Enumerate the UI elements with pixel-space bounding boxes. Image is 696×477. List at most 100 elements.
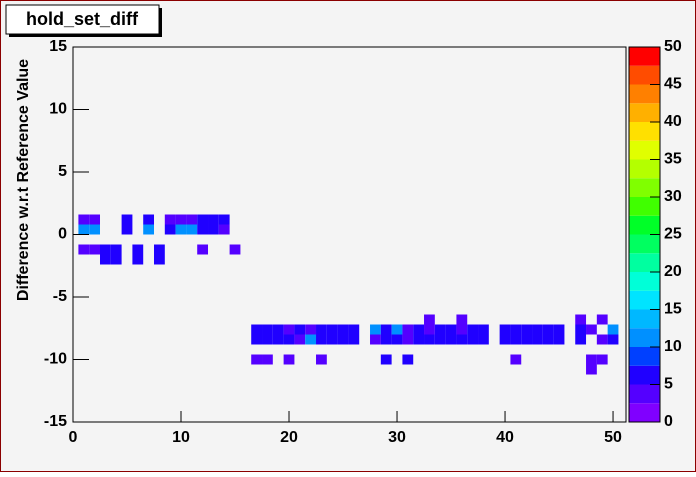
color-bar-box xyxy=(629,65,660,85)
z-tick-label: 5 xyxy=(664,376,673,393)
cell xyxy=(218,214,230,225)
cell xyxy=(542,324,554,335)
cell xyxy=(434,334,446,345)
cell xyxy=(478,324,489,335)
color-bar-box xyxy=(629,84,660,104)
cell xyxy=(316,324,327,335)
y-tick-label: -5 xyxy=(53,288,67,305)
cell xyxy=(89,244,101,255)
cell xyxy=(262,334,273,345)
cells xyxy=(78,214,619,375)
color-bar-box xyxy=(629,47,660,66)
cell xyxy=(251,354,263,365)
cell xyxy=(262,354,273,365)
cell xyxy=(132,244,144,255)
cell xyxy=(402,354,414,365)
cell xyxy=(532,324,543,335)
z-tick-label: 10 xyxy=(664,338,682,355)
cell xyxy=(402,334,414,345)
cell xyxy=(607,334,619,345)
cell xyxy=(596,354,608,365)
y-tick-label: 5 xyxy=(58,163,67,180)
cell xyxy=(575,334,587,345)
z-tick-label: 30 xyxy=(664,188,682,205)
cell xyxy=(326,334,338,345)
color-bar-box xyxy=(629,403,660,422)
color-bar-box xyxy=(629,384,660,404)
cell xyxy=(521,324,533,335)
z-tick-label: 45 xyxy=(664,76,682,93)
cell xyxy=(121,224,133,235)
cell xyxy=(499,324,511,335)
cell xyxy=(424,334,435,345)
cell xyxy=(607,324,619,335)
cell xyxy=(197,244,209,255)
color-bar-box xyxy=(629,328,660,347)
color-bar-box xyxy=(629,178,660,197)
cell xyxy=(164,224,176,235)
cell xyxy=(456,334,468,345)
cell xyxy=(283,354,295,365)
cell xyxy=(283,334,295,345)
cell xyxy=(586,364,597,375)
y-tick-label: 15 xyxy=(49,38,67,55)
cell xyxy=(467,334,479,345)
cell xyxy=(294,324,306,335)
cell xyxy=(553,324,565,335)
cell xyxy=(553,334,565,345)
cell xyxy=(208,224,219,235)
cell xyxy=(413,324,425,335)
color-bar-box xyxy=(629,365,660,385)
x-tick-label: 10 xyxy=(172,429,190,446)
cell xyxy=(197,214,209,225)
cell xyxy=(424,324,435,335)
cell xyxy=(370,334,381,345)
color-bar-box xyxy=(629,253,660,272)
cell xyxy=(262,324,273,335)
x-tick-label: 0 xyxy=(69,429,78,446)
cell xyxy=(445,324,457,335)
cell xyxy=(305,324,317,335)
cell xyxy=(380,354,392,365)
cell xyxy=(316,354,327,365)
cell xyxy=(596,314,608,325)
cell xyxy=(78,214,90,225)
cell xyxy=(456,324,468,335)
cell xyxy=(143,224,155,235)
cell xyxy=(510,334,522,345)
cell xyxy=(348,334,360,345)
cell xyxy=(316,334,327,345)
cell xyxy=(337,324,349,335)
cell xyxy=(132,254,144,265)
cell xyxy=(424,314,435,325)
z-tick-label: 0 xyxy=(664,413,673,430)
z-tick-label: 50 xyxy=(664,38,682,55)
cell xyxy=(78,244,90,255)
y-tick-label: 10 xyxy=(49,101,67,118)
cell xyxy=(521,334,533,345)
color-bar-box xyxy=(629,140,660,160)
cell xyxy=(596,334,608,345)
color-bar-box xyxy=(629,215,660,235)
cell xyxy=(143,214,155,225)
cell xyxy=(575,314,587,325)
cell xyxy=(445,334,457,345)
cell xyxy=(380,324,392,335)
chart-title: hold_set_diff xyxy=(26,9,139,29)
color-bar-box xyxy=(629,347,660,366)
cell xyxy=(197,224,209,235)
y-tick-label: 0 xyxy=(58,226,67,243)
y-tick-label: -10 xyxy=(44,351,67,368)
z-tick-label: 35 xyxy=(664,151,682,168)
y-axis-label: Difference w.r.t Reference Value xyxy=(15,59,32,301)
cell xyxy=(121,214,133,225)
cell xyxy=(499,334,511,345)
cell xyxy=(186,214,198,225)
cell xyxy=(434,324,446,335)
cell xyxy=(478,334,489,345)
z-tick-label: 40 xyxy=(664,113,682,130)
cell xyxy=(218,224,230,235)
color-bar-box xyxy=(629,197,660,216)
color-bar-box xyxy=(629,159,660,179)
